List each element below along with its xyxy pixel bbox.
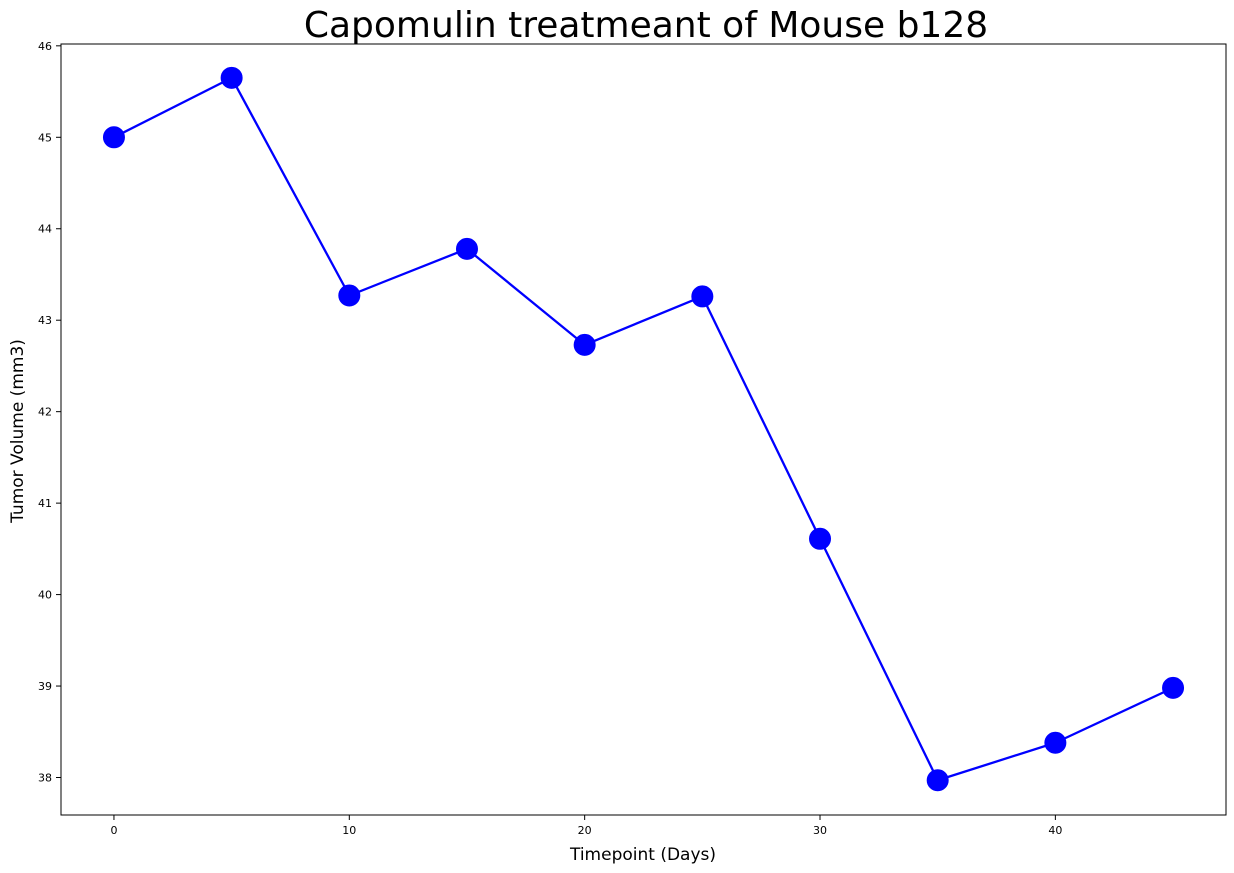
x-tick-label: 30 [813, 824, 827, 837]
plot-area-border [60, 43, 1227, 816]
y-tick-label: 44 [38, 223, 52, 236]
chart-title: Capomulin treatmeant of Mouse b128 [304, 5, 988, 46]
plot-frame [60, 43, 1227, 816]
data-point [455, 237, 478, 260]
data-point [102, 126, 125, 149]
data-point [691, 285, 714, 308]
series-line [113, 76, 1174, 782]
y-tick-label: 43 [38, 314, 52, 327]
y-tick-label: 40 [38, 589, 52, 602]
y-tick-label: 42 [38, 406, 52, 419]
x-tick-label: 0 [110, 824, 117, 837]
x-axis-ticks: 0 10 20 30 40 [110, 815, 1062, 837]
series-layer [102, 66, 1185, 792]
data-point [573, 333, 596, 356]
data-point [1162, 676, 1185, 699]
x-tick-label: 20 [578, 824, 592, 837]
y-tick-label: 38 [38, 772, 52, 785]
x-tick-label: 10 [342, 824, 356, 837]
y-axis-title: Tumor Volume (mm3) [8, 339, 28, 524]
x-axis-title: Timepoint (Days) [569, 845, 716, 865]
y-tick-label: 39 [38, 680, 52, 693]
data-point [338, 284, 361, 307]
data-point [1044, 731, 1067, 754]
data-point [809, 527, 832, 550]
data-point [926, 769, 949, 792]
y-tick-label: 46 [38, 40, 52, 53]
y-tick-label: 45 [38, 131, 52, 144]
y-axis-ticks: 38 39 40 41 42 43 44 45 46 [38, 40, 61, 785]
x-tick-label: 40 [1048, 824, 1062, 837]
data-point [220, 66, 243, 89]
y-tick-label: 41 [38, 497, 52, 510]
